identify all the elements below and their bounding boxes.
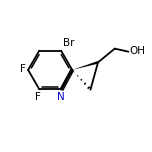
Text: N: N xyxy=(57,92,65,102)
Polygon shape xyxy=(72,61,98,70)
Text: F: F xyxy=(35,92,41,102)
Text: F: F xyxy=(20,64,26,74)
Text: OH: OH xyxy=(130,46,146,56)
Text: Br: Br xyxy=(63,38,74,48)
